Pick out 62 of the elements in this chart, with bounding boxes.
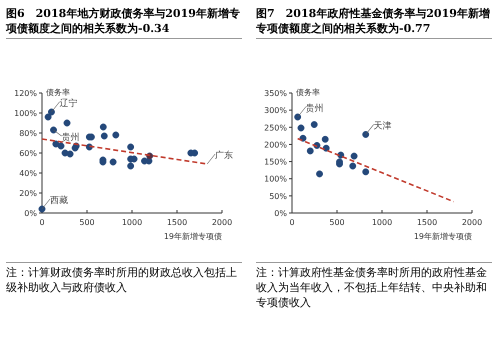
point bbox=[362, 168, 370, 176]
point bbox=[50, 126, 57, 134]
point bbox=[349, 162, 356, 170]
point bbox=[322, 136, 329, 143]
y-tick-label: 0% bbox=[24, 209, 38, 218]
point bbox=[306, 147, 314, 154]
annotation: 西藏 bbox=[50, 195, 68, 206]
point bbox=[298, 124, 304, 132]
annotation: 广东 bbox=[215, 150, 234, 161]
point bbox=[64, 120, 70, 126]
y-tick-label: 80% bbox=[19, 129, 38, 138]
annotation: 辽宁 bbox=[59, 98, 78, 109]
point bbox=[110, 158, 117, 166]
y-tick-label: 0% bbox=[274, 209, 288, 218]
point bbox=[58, 142, 64, 150]
y-tick-label: 50% bbox=[269, 192, 288, 201]
point bbox=[127, 144, 134, 150]
point bbox=[100, 124, 107, 130]
chart-title: 图7 2018年政府性基金债务率与2019年新增专项债额度之间的相关系数为-0.77 bbox=[256, 6, 492, 39]
x-tick-label: 0 bbox=[289, 218, 295, 227]
x-axis-title: 19年新增专项债 bbox=[414, 232, 472, 241]
y-tick-label: 20% bbox=[19, 189, 38, 198]
x-tick-label: 1000 bbox=[122, 218, 142, 227]
point bbox=[350, 152, 358, 160]
point bbox=[362, 131, 370, 138]
y-tick-label: 350% bbox=[264, 89, 288, 98]
x-tick-label: 1500 bbox=[166, 218, 188, 227]
annotation: 贵州 bbox=[306, 103, 324, 114]
chart-title: 图6 2018年地方财政债务率与2019年新增专项债额度之间的相关系数为-0.34 bbox=[6, 6, 242, 39]
point bbox=[44, 114, 52, 120]
y-tick-label: 40% bbox=[19, 169, 38, 178]
point bbox=[38, 206, 46, 212]
point bbox=[48, 108, 55, 116]
y-tick-label: 150% bbox=[264, 158, 288, 167]
point bbox=[316, 170, 323, 178]
point bbox=[66, 150, 74, 158]
x-tick-label: 1000 bbox=[372, 218, 392, 227]
text: 注：计算政府性基金债务率时所用的政府性基金收入为当年收入，不包括上年结转、中央补助和专项债收入 bbox=[256, 262, 492, 310]
y-tick-label: 200% bbox=[264, 140, 288, 150]
y-tick-label: 120% bbox=[14, 89, 38, 98]
x-tick-label: 1500 bbox=[416, 218, 438, 227]
x-tick-label: 500 bbox=[329, 218, 345, 227]
y-axis-title: 债务率 bbox=[46, 88, 70, 97]
annotation: 贵州 bbox=[62, 132, 80, 143]
point bbox=[100, 132, 108, 140]
point bbox=[127, 162, 134, 170]
y-tick-label: 100% bbox=[264, 174, 288, 184]
point bbox=[112, 132, 120, 138]
text: 注：计算财政债务率时所用的财政总收入包括上级补助收入与政府债收入 bbox=[6, 262, 242, 295]
y-tick-label: 100% bbox=[14, 109, 38, 118]
x-tick-label: 500 bbox=[79, 218, 95, 227]
x-tick-label: 2000 bbox=[212, 218, 232, 227]
point bbox=[310, 121, 318, 128]
y-axis-title: 债务率 bbox=[296, 88, 320, 97]
x-axis-title: 19年新增专项债 bbox=[164, 232, 222, 241]
y-tick-label: 300% bbox=[264, 106, 288, 116]
y-tick-label: 60% bbox=[19, 149, 38, 158]
point bbox=[294, 114, 302, 120]
x-tick-label: 0 bbox=[39, 218, 45, 227]
annotation: 天津 bbox=[374, 120, 392, 132]
y-tick-label: 250% bbox=[264, 123, 288, 132]
x-tick-label: 2000 bbox=[462, 218, 482, 227]
